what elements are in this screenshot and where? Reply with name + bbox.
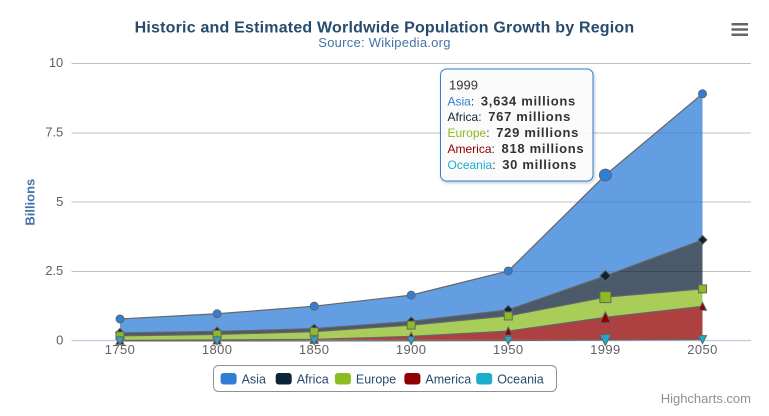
- svg-text:Historic and Estimated Worldwi: Historic and Estimated Worldwide Populat…: [135, 20, 635, 37]
- svg-text:5: 5: [56, 194, 63, 209]
- svg-text:Europe: 729 millions: Europe: 729 millions: [448, 125, 580, 140]
- svg-text:Oceania: Oceania: [497, 373, 544, 387]
- svg-text:Africa: Africa: [297, 373, 329, 387]
- svg-text:1999: 1999: [590, 342, 621, 357]
- svg-text:1750: 1750: [105, 342, 136, 357]
- svg-text:America: America: [425, 373, 471, 387]
- svg-text:2050: 2050: [687, 342, 718, 357]
- svg-text:Asia: Asia: [242, 373, 266, 387]
- svg-text:0: 0: [56, 333, 63, 348]
- svg-text:Oceania: 30 millions: Oceania: 30 millions: [448, 157, 578, 172]
- svg-text:Africa: 767 millions: Africa: 767 millions: [448, 109, 572, 124]
- svg-text:America: 818 millions: America: 818 millions: [448, 141, 585, 156]
- svg-text:1900: 1900: [396, 342, 427, 357]
- svg-text:Billions: Billions: [23, 179, 38, 226]
- svg-text:1950: 1950: [493, 342, 524, 357]
- svg-text:Highcharts.com: Highcharts.com: [661, 391, 751, 406]
- svg-text:10: 10: [49, 55, 63, 70]
- svg-text:2.5: 2.5: [45, 263, 63, 278]
- svg-text:Europe: Europe: [356, 373, 396, 387]
- svg-text:1999: 1999: [449, 77, 478, 92]
- svg-text:1800: 1800: [202, 342, 233, 357]
- svg-text:Asia: 3,634 millions: Asia: 3,634 millions: [448, 93, 576, 108]
- svg-text:7.5: 7.5: [45, 125, 63, 140]
- svg-text:1850: 1850: [299, 342, 330, 357]
- svg-text:Source: Wikipedia.org: Source: Wikipedia.org: [318, 35, 450, 50]
